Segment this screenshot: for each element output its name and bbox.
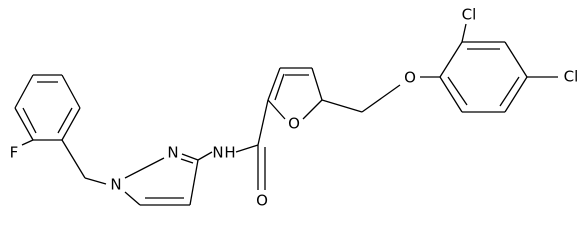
bonds: [14, 23, 558, 206]
atom-label: O: [288, 115, 300, 133]
atom-label: Cl: [462, 6, 477, 24]
atom-label: F: [10, 144, 19, 162]
atom-label: O: [256, 192, 268, 210]
atom-label: O: [404, 69, 416, 87]
atom-label: N: [167, 144, 178, 162]
atom-label: N: [110, 176, 121, 194]
molecule: Cl Cl O O O N N N H F: [10, 6, 579, 210]
atom-label: Cl: [564, 68, 579, 86]
atom-label: H: [224, 144, 235, 162]
atom-label: N: [212, 144, 223, 162]
